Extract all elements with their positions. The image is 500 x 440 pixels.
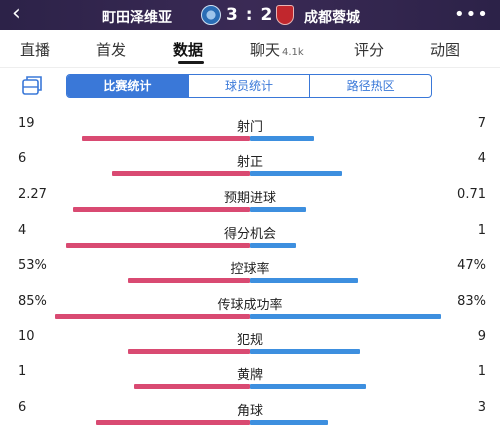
away-team-crest-icon xyxy=(276,5,294,25)
away-bar xyxy=(250,136,314,141)
stat-label: 射正 xyxy=(236,155,263,170)
tab-bar: 直播 首发 数据 聊天 4.1k 评分 动图 xyxy=(0,31,500,65)
home-bar xyxy=(66,243,250,248)
tab-rating[interactable]: 评分 xyxy=(354,39,384,60)
away-value: 83% xyxy=(457,294,486,309)
home-bar xyxy=(134,384,250,389)
tab-live-label: 直播 xyxy=(20,41,51,59)
home-bar xyxy=(82,136,250,141)
match-score: 3 : 2 xyxy=(226,5,274,25)
stat-label: 得分机会 xyxy=(223,227,276,242)
back-chevron-icon[interactable]: ‹ xyxy=(12,1,21,26)
home-bar xyxy=(128,278,250,283)
away-value: 1 xyxy=(477,364,486,379)
stat-row-yellow-cards: 1 黄牌 1 xyxy=(0,364,500,400)
stat-label: 角球 xyxy=(236,404,263,419)
home-bar xyxy=(55,314,250,319)
stat-label: 黄牌 xyxy=(236,368,263,383)
home-team-name: 町田泽维亚 xyxy=(102,10,172,26)
away-bar xyxy=(250,420,328,425)
tab-chat-label: 聊天 xyxy=(250,41,281,59)
active-tab-indicator xyxy=(178,61,204,64)
home-value: 1 xyxy=(18,364,27,379)
away-value: 4 xyxy=(477,151,486,166)
home-bar xyxy=(112,171,250,176)
stat-row-shots-on-target: 6 射正 4 xyxy=(0,151,500,187)
away-value: 47% xyxy=(457,258,486,273)
home-value: 10 xyxy=(18,329,35,344)
stat-label: 传球成功率 xyxy=(217,298,283,313)
stat-row-corners: 6 角球 3 xyxy=(0,400,500,436)
tab-animation-label: 动图 xyxy=(430,41,461,59)
stat-label: 预期进球 xyxy=(223,191,276,206)
stat-label: 犯规 xyxy=(236,333,263,348)
tab-data-label: 数据 xyxy=(173,41,204,59)
stat-row-shots: 19 射门 7 xyxy=(0,116,500,152)
stat-row-scoring-chances: 4 得分机会 1 xyxy=(0,223,500,259)
stats-segmented-control: 比赛统计 球员统计 路径热区 xyxy=(66,74,432,98)
stat-row-possession: 53% 控球率 47% xyxy=(0,258,500,294)
match-header: ‹ 町田泽维亚 3 : 2 成都蓉城 ••• xyxy=(0,0,500,30)
stat-label: 控球率 xyxy=(230,262,270,277)
away-bar xyxy=(250,278,358,283)
home-bar xyxy=(96,420,250,425)
chat-count-badge: 4.1k xyxy=(282,47,304,58)
stat-row-pass-accuracy: 85% 传球成功率 83% xyxy=(0,294,500,330)
away-value: 7 xyxy=(477,116,486,131)
home-value: 4 xyxy=(18,223,27,238)
tab-lineup-label: 首发 xyxy=(96,41,127,59)
home-value: 2.27 xyxy=(18,187,47,202)
home-value: 19 xyxy=(18,116,35,131)
tab-divider xyxy=(0,67,500,68)
tab-data[interactable]: 数据 xyxy=(173,39,203,60)
away-bar xyxy=(250,349,360,354)
away-value: 0.71 xyxy=(457,187,486,202)
away-bar xyxy=(250,171,342,176)
home-team-crest-icon xyxy=(201,5,221,25)
tab-lineup[interactable]: 首发 xyxy=(96,39,126,60)
tab-chat[interactable]: 聊天 4.1k xyxy=(250,39,304,60)
away-value: 3 xyxy=(477,400,486,415)
away-value: 9 xyxy=(477,329,486,344)
tab-live[interactable]: 直播 xyxy=(20,39,50,60)
document-export-icon[interactable] xyxy=(20,74,44,96)
home-value: 85% xyxy=(18,294,47,309)
home-bar xyxy=(73,207,250,212)
home-bar xyxy=(128,349,250,354)
stat-row-expected-goals: 2.27 预期进球 0.71 xyxy=(0,187,500,223)
away-team-name: 成都蓉城 xyxy=(304,10,360,26)
segment-heat-map[interactable]: 路径热区 xyxy=(309,75,431,97)
home-value: 6 xyxy=(18,400,27,415)
stat-row-fouls: 10 犯规 9 xyxy=(0,329,500,365)
tab-rating-label: 评分 xyxy=(354,41,385,59)
segment-match-stats[interactable]: 比赛统计 xyxy=(67,75,188,97)
away-bar xyxy=(250,384,366,389)
away-bar xyxy=(250,243,296,248)
home-value: 53% xyxy=(18,258,47,273)
more-dots-icon[interactable]: ••• xyxy=(454,4,489,25)
home-value: 6 xyxy=(18,151,27,166)
away-value: 1 xyxy=(477,223,486,238)
segment-player-stats[interactable]: 球员统计 xyxy=(187,75,310,97)
tab-animation[interactable]: 动图 xyxy=(430,39,460,60)
away-bar xyxy=(250,207,306,212)
stat-label: 射门 xyxy=(236,120,263,135)
away-bar xyxy=(250,314,441,319)
